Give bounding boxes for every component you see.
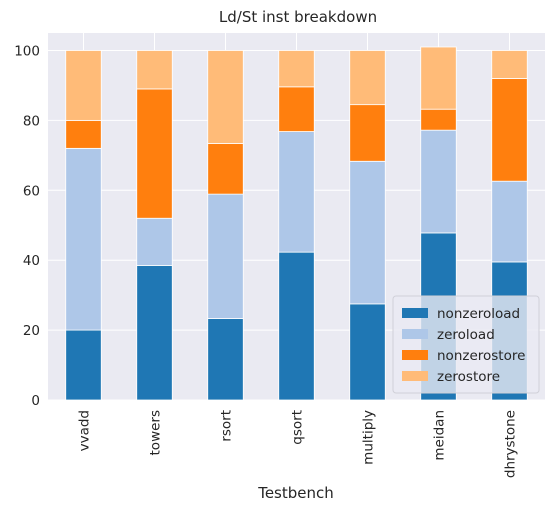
y-tick-label: 100 — [14, 43, 40, 59]
bar-nonzeroload-towers — [136, 265, 173, 401]
bar-nonzeroload-multiply — [349, 303, 386, 401]
legend-label-zeroload: zeroload — [437, 327, 495, 343]
bar-zeroload-meidan — [420, 129, 457, 234]
x-axis-label: Testbench — [257, 484, 334, 502]
bar-nonzerostore-meidan — [420, 108, 457, 131]
bar-nonzeroload-vvadd — [65, 329, 102, 401]
legend: nonzeroload zeroload nonzerostore zerostore — [392, 295, 540, 394]
y-tick-label: 60 — [23, 183, 40, 199]
bar-nonzerostore-rsort — [207, 143, 244, 195]
y-tick-label: 20 — [23, 323, 40, 339]
x-tick-label: qsort — [290, 410, 306, 445]
bar-nonzerostore-qsort — [278, 86, 315, 132]
y-tick-label: 40 — [23, 253, 40, 269]
bar-zeroload-qsort — [278, 131, 315, 253]
x-tick-label: rsort — [219, 410, 235, 442]
legend-label-nonzeroload: nonzeroload — [437, 306, 520, 322]
bar-nonzerostore-dhrystone — [491, 78, 528, 182]
x-tick-label: dhrystone — [503, 410, 519, 478]
bar-nonzerostore-multiply — [349, 104, 386, 162]
bar-nonzerostore-towers — [136, 88, 173, 219]
x-tick-label: vvadd — [77, 410, 93, 451]
y-tick-label: 0 — [31, 393, 40, 409]
y-tick-labels: 0 20 40 60 80 100 — [14, 43, 40, 409]
bar-zeroload-towers — [136, 217, 173, 266]
bar-zeroload-dhrystone — [491, 180, 528, 263]
x-tick-labels: vvadd towers rsort qsort multiply meidan dhrys… — [77, 410, 519, 478]
x-tick-label: towers — [148, 410, 164, 455]
legend-swatch-nonzerostore — [402, 350, 428, 360]
legend-label-zerostore: zerostore — [437, 369, 500, 385]
bar-zeroload-multiply — [349, 160, 386, 305]
bar-nonzerostore-vvadd — [65, 119, 102, 149]
bar-zerostore-qsort — [278, 50, 315, 88]
bar-zerostore-towers — [136, 50, 173, 90]
legend-swatch-nonzeroload — [402, 308, 428, 318]
bar-zerostore-dhrystone — [491, 50, 528, 79]
legend-box — [392, 295, 540, 394]
legend-swatch-zerostore — [402, 371, 428, 381]
bar-zerostore-meidan — [420, 46, 457, 110]
y-tick-label: 80 — [23, 113, 40, 129]
legend-label-nonzerostore: nonzerostore — [437, 348, 525, 364]
chart-title: Ld/St inst breakdown — [219, 8, 377, 26]
bar-nonzeroload-rsort — [207, 318, 244, 401]
bar-zeroload-vvadd — [65, 147, 102, 331]
legend-swatch-zeroload — [402, 329, 428, 339]
bar-nonzeroload-qsort — [278, 251, 315, 401]
x-tick-label: multiply — [361, 410, 377, 465]
bar-zerostore-multiply — [349, 50, 386, 106]
bar-zerostore-vvadd — [65, 50, 102, 121]
bar-zeroload-rsort — [207, 193, 244, 319]
bar-zerostore-rsort — [207, 50, 244, 144]
x-tick-label: meidan — [432, 410, 448, 461]
